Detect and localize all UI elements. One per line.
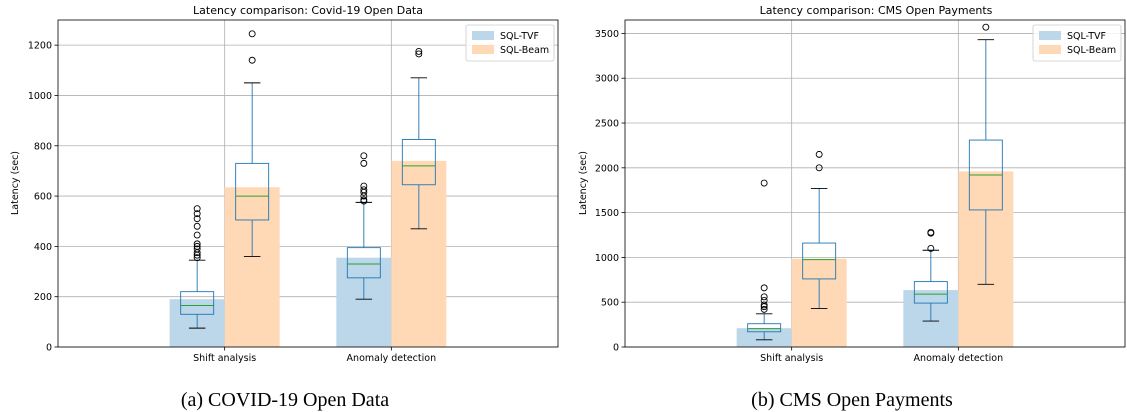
box xyxy=(401,139,436,186)
bar xyxy=(224,187,280,347)
outlier-point xyxy=(760,301,768,309)
panel-covid: Latency comparison: Covid-19 Open Data L… xyxy=(10,4,559,411)
outlier-point xyxy=(360,159,368,167)
plot-frame xyxy=(624,19,1126,348)
box xyxy=(747,323,782,333)
y-axis-label: Latency (sec) xyxy=(10,151,21,215)
x-tick-label: Anomaly detection xyxy=(914,353,1004,364)
y-tick-label: 2500 xyxy=(595,119,619,130)
bar xyxy=(336,257,392,347)
y-tick-label: 500 xyxy=(601,298,619,309)
legend-swatch xyxy=(472,45,494,54)
outlier-point xyxy=(193,242,201,250)
outlier-point xyxy=(193,254,201,262)
y-tick-label: 0 xyxy=(613,343,619,354)
box xyxy=(180,291,215,315)
outlier-point xyxy=(360,186,368,194)
legend-label: SQL-TVF xyxy=(500,31,539,42)
panel-cms: Latency comparison: CMS Open Payments La… xyxy=(578,4,1126,411)
figure-caption: (a) COVID-19 Open Data xyxy=(181,389,389,411)
y-tick-label: 1000 xyxy=(595,253,619,264)
y-tick-label: 1500 xyxy=(595,208,619,219)
y-tick-label: 600 xyxy=(34,192,52,203)
box xyxy=(346,247,381,279)
outlier-point xyxy=(193,210,201,218)
chart-title: Latency comparison: Covid-19 Open Data xyxy=(193,4,423,17)
outlier-point xyxy=(360,196,368,204)
y-tick-label: 2000 xyxy=(595,163,619,174)
outlier-point xyxy=(760,305,768,313)
plot-frame xyxy=(57,19,559,348)
box xyxy=(802,242,837,280)
outlier-point xyxy=(193,205,201,213)
box xyxy=(913,281,948,304)
outlier-point xyxy=(760,296,768,304)
x-tick-label: Shift analysis xyxy=(193,353,256,364)
y-tick-label: 1200 xyxy=(28,41,52,52)
y-axis-label: Latency (sec) xyxy=(578,151,589,215)
outlier-point xyxy=(248,56,256,64)
outlier-point xyxy=(982,23,990,31)
outlier-point xyxy=(193,215,201,223)
legend-label: SQL-TVF xyxy=(1067,31,1106,42)
y-tick-label: 1000 xyxy=(28,91,52,102)
box xyxy=(235,162,270,221)
y-tick-label: 800 xyxy=(34,141,52,152)
figure-caption: (b) CMS Open Payments xyxy=(751,389,953,411)
y-tick-label: 200 xyxy=(34,292,52,303)
outlier-point xyxy=(193,222,201,230)
outlier-point xyxy=(760,284,768,292)
x-tick-label: Shift analysis xyxy=(760,353,823,364)
legend-swatch xyxy=(472,31,494,40)
outlier-point xyxy=(415,47,423,55)
outlier-point xyxy=(815,164,823,172)
legend-swatch xyxy=(1039,45,1061,54)
y-tick-label: 3500 xyxy=(595,29,619,40)
y-tick-label: 3000 xyxy=(595,74,619,85)
y-tick-label: 400 xyxy=(34,242,52,253)
outlier-point xyxy=(360,182,368,190)
outlier-point xyxy=(815,150,823,158)
x-tick-label: Anomaly detection xyxy=(347,353,437,364)
outlier-point xyxy=(248,30,256,38)
chart-title: Latency comparison: CMS Open Payments xyxy=(760,4,993,17)
y-tick-label: 0 xyxy=(46,343,52,354)
outlier-point xyxy=(360,152,368,160)
outlier-point xyxy=(193,245,201,253)
outlier-point xyxy=(193,240,201,248)
outlier-point xyxy=(760,293,768,301)
outlier-point xyxy=(927,228,935,236)
outlier-point xyxy=(193,231,201,239)
outlier-point xyxy=(415,50,423,58)
outlier-point xyxy=(927,245,935,252)
legend-label: SQL-Beam xyxy=(1067,45,1116,56)
legend-swatch xyxy=(1039,31,1061,40)
legend-label: SQL-Beam xyxy=(500,45,549,56)
outlier-point xyxy=(760,179,768,187)
